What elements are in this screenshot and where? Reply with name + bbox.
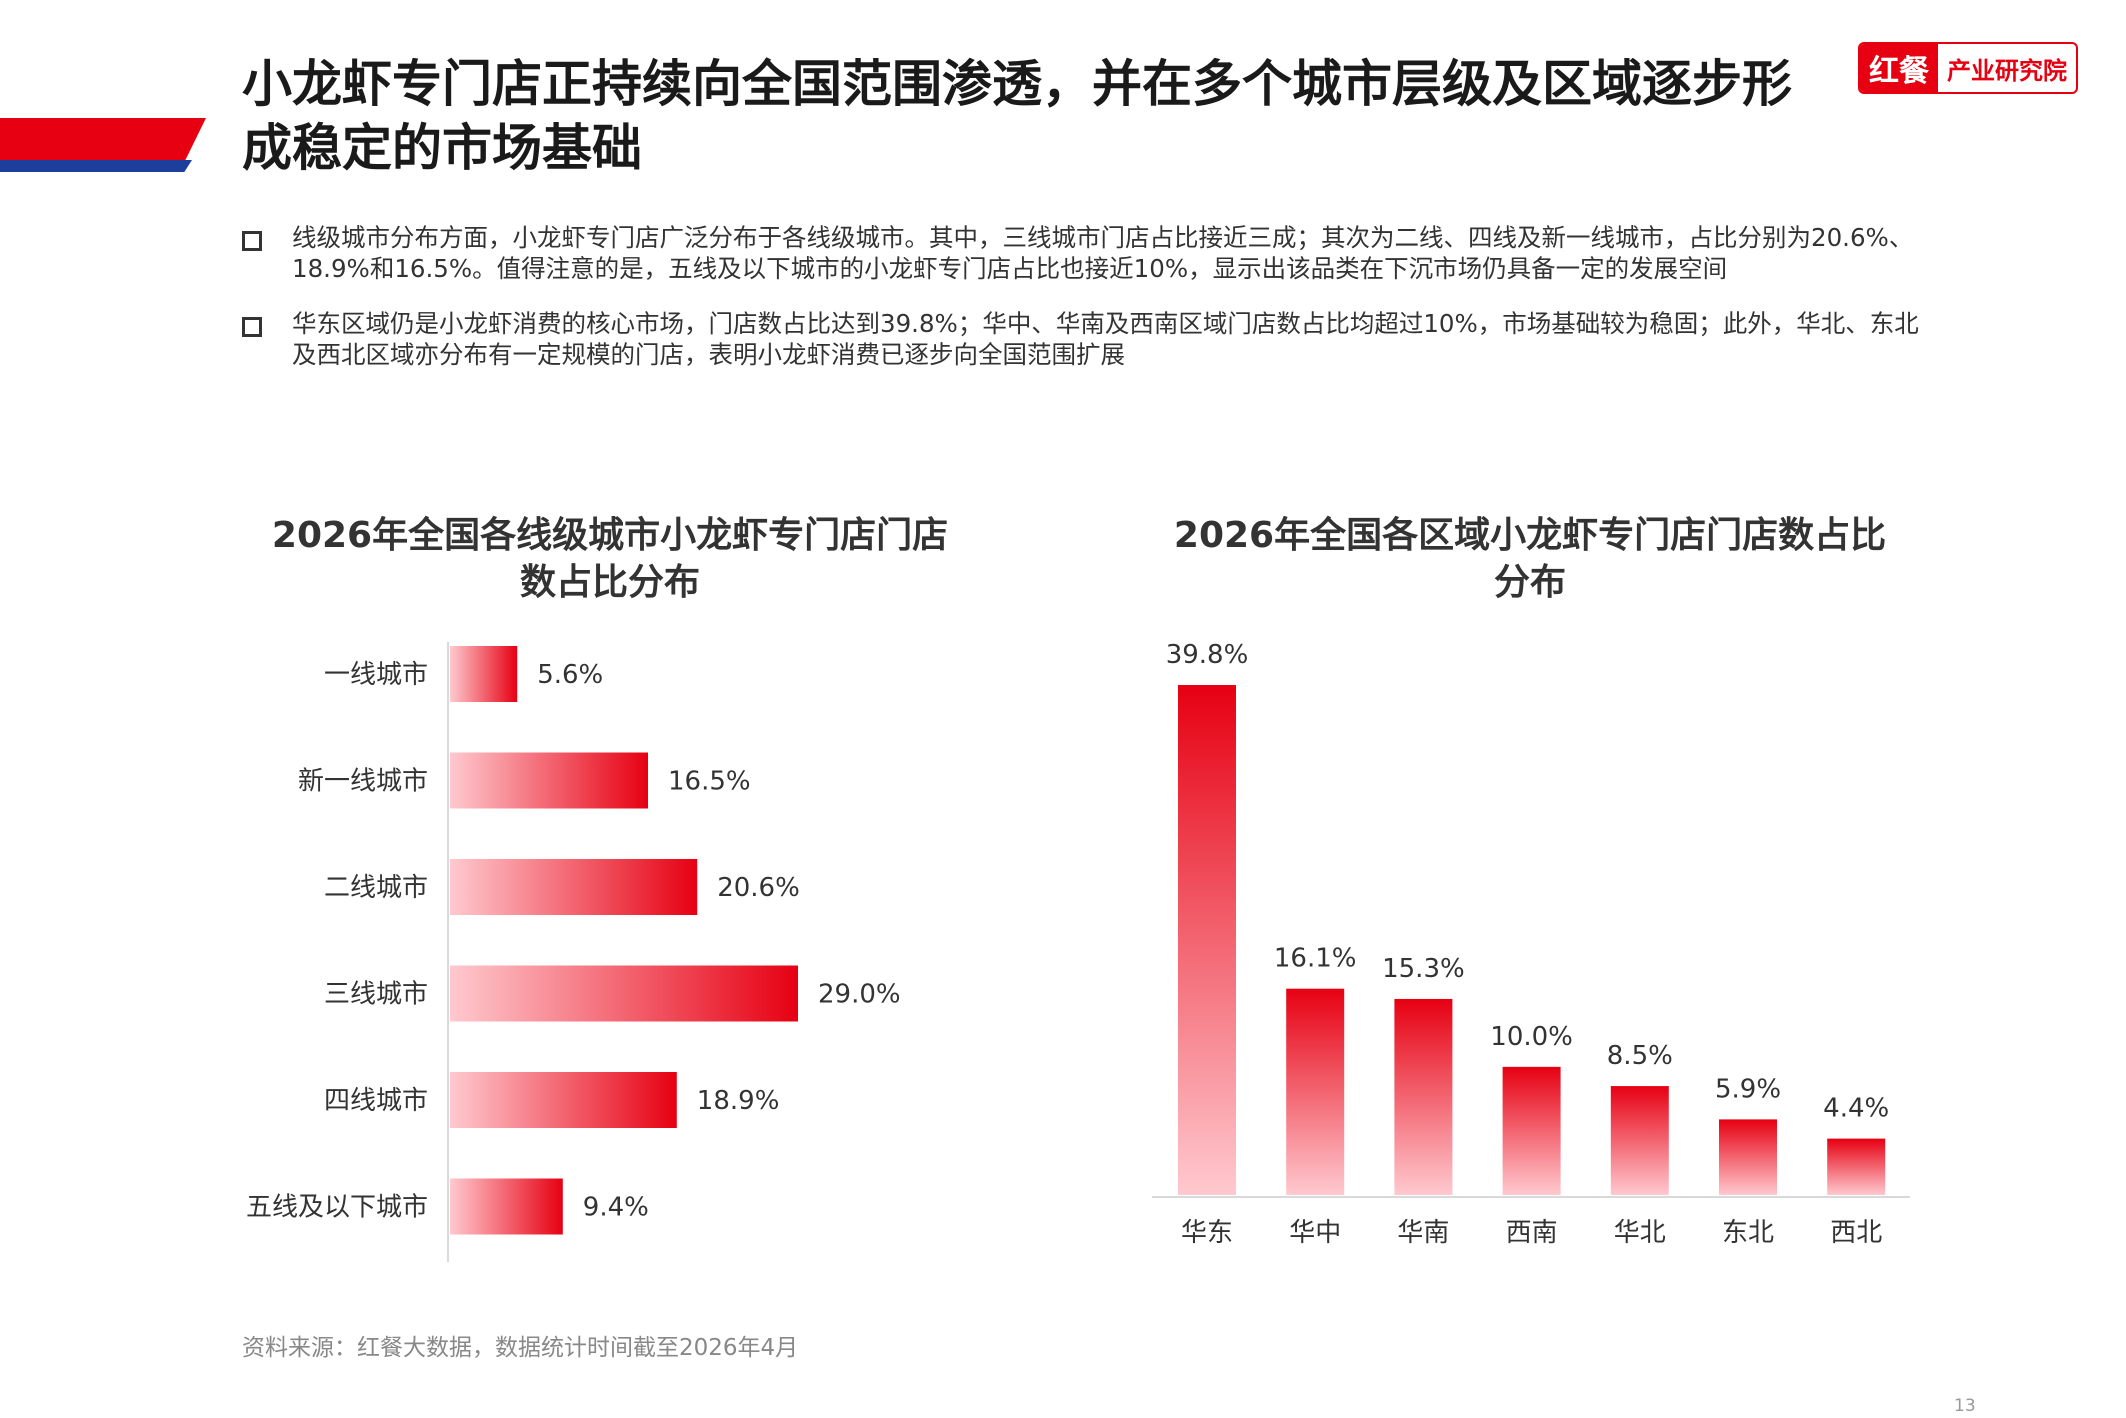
- data-label: 8.5%: [1607, 1041, 1673, 1071]
- region-chart-title: 2026年全国各区域小龙虾专门店门店数占比分布: [1173, 515, 1887, 603]
- bar: [450, 965, 798, 1022]
- bullet-list: 线级城市分布方面，小龙虾专门店广泛分布于各线级城市。其中，三线城市门店占比接近三…: [242, 222, 1922, 394]
- data-label: 5.9%: [1715, 1074, 1781, 1104]
- city-tier-chart-title: 2026年全国各线级城市小龙虾专门店门店数占比分布: [271, 515, 949, 603]
- data-label: 9.4%: [583, 1193, 649, 1223]
- category-label: 华南: [1397, 1218, 1449, 1248]
- city-tier-bar-chart: 一线城市 5.6% 新一线城市 16.5% 二线城市 20.6% 三线城市 29.0% 四线城市…: [246, 642, 901, 1262]
- bar: [1286, 988, 1345, 1195]
- category-label: 华东: [1181, 1218, 1233, 1248]
- data-label: 15.3%: [1382, 954, 1465, 984]
- category-label: 西北: [1830, 1218, 1882, 1248]
- data-label: 4.4%: [1823, 1094, 1889, 1124]
- page-title: 小龙虾专门店正持续向全国范围渗透，并在多个城市层级及区域逐步形成稳定的市场基础: [242, 55, 1792, 177]
- bar: [450, 859, 698, 915]
- category-label: 西南: [1506, 1218, 1558, 1248]
- category-label: 华北: [1614, 1218, 1666, 1248]
- category-label: 三线城市: [324, 980, 428, 1010]
- region-bar-chart: 39.8% 华东 16.1% 华中 15.3% 华南 10.0% 西南 8.5% 华北 5.9% 东北…: [1152, 640, 1910, 1248]
- bar: [1610, 1086, 1669, 1195]
- data-source-note: 资料来源：红餐大数据，数据统计时间截至2026年4月: [242, 1335, 799, 1361]
- category-label: 一线城市: [324, 660, 428, 690]
- header-stripe-red: [0, 118, 206, 160]
- bar: [1502, 1066, 1561, 1195]
- bar: [1719, 1119, 1777, 1195]
- category-label: 新一线城市: [298, 767, 428, 797]
- brand-logo: 红餐 产业研究院: [1858, 42, 2078, 94]
- data-label: 16.1%: [1274, 944, 1357, 974]
- data-label: 5.6%: [537, 660, 603, 690]
- bar: [1827, 1138, 1886, 1195]
- data-label: 29.0%: [818, 980, 901, 1010]
- category-label: 东北: [1722, 1218, 1774, 1248]
- square-bullet-icon: [242, 231, 262, 251]
- bar: [450, 1178, 563, 1235]
- bar: [450, 1072, 677, 1128]
- logo-mark: 红餐: [1860, 44, 1938, 92]
- bullet-item: 线级城市分布方面，小龙虾专门店广泛分布于各线级城市。其中，三线城市门店占比接近三…: [242, 222, 1922, 284]
- bar: [1394, 998, 1453, 1195]
- category-label: 二线城市: [324, 873, 428, 903]
- category-label: 华中: [1289, 1218, 1341, 1248]
- bar: [1178, 685, 1236, 1195]
- data-label: 16.5%: [668, 767, 751, 797]
- logo-text: 产业研究院: [1947, 56, 2067, 85]
- bar: [450, 752, 648, 809]
- data-label: 20.6%: [717, 873, 800, 903]
- square-bullet-icon: [242, 317, 262, 337]
- bullet-text: 华东区域仍是小龙虾消费的核心市场，门店数占比达到39.8%；华中、华南及西南区域…: [292, 309, 1919, 369]
- category-label: 五线及以下城市: [246, 1193, 428, 1223]
- data-label: 39.8%: [1166, 640, 1249, 670]
- bullet-text: 线级城市分布方面，小龙虾专门店广泛分布于各线级城市。其中，三线城市门店占比接近三…: [292, 223, 1914, 283]
- data-label: 10.0%: [1490, 1022, 1573, 1052]
- category-label: 四线城市: [324, 1086, 428, 1116]
- header-stripe-blue: [0, 160, 192, 172]
- bar: [450, 646, 518, 702]
- bullet-item: 华东区域仍是小龙虾消费的核心市场，门店数占比达到39.8%；华中、华南及西南区域…: [242, 308, 1922, 370]
- page-number: 13: [1954, 1396, 1976, 1416]
- data-label: 18.9%: [697, 1086, 780, 1116]
